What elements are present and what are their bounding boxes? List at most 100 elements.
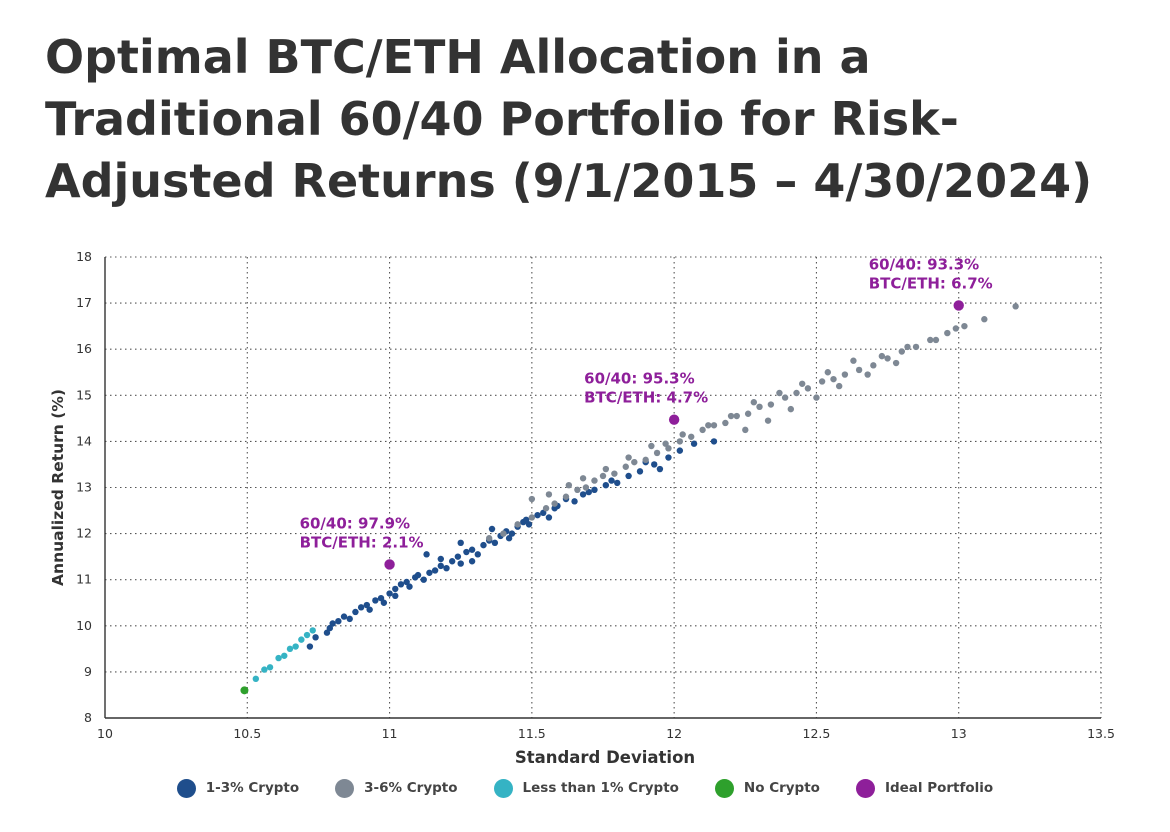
y-tick-label: 15 (76, 387, 92, 402)
3-6-crypto-point (898, 348, 905, 355)
y-axis-label: Annualized Return (%) (49, 389, 67, 586)
1-3-crypto-point (525, 521, 533, 528)
1-3-crypto-point (608, 477, 615, 484)
3-6-crypto-point (855, 366, 863, 374)
annotation-allocation: 60/40: 97.9% (300, 514, 411, 532)
3-6-crypto-point (485, 535, 493, 542)
chart-legend: 1-3% Crypto 3-6% Crypto Less than 1% Cry… (0, 770, 1170, 806)
x-tick-label: 10.5 (233, 726, 261, 741)
1-3-crypto-point (690, 440, 698, 447)
less-than-1-crypto-point (286, 645, 294, 653)
3-6-crypto-point (767, 401, 775, 408)
3-6-crypto-point (591, 477, 598, 484)
annotation-crypto-share: BTC/ETH: 4.7% (584, 389, 708, 407)
annotation-crypto-share: BTC/ETH: 6.7% (869, 274, 993, 292)
3-6-crypto-point (582, 484, 590, 491)
1-3-crypto-point (366, 606, 373, 613)
1-3-crypto-point (357, 604, 365, 611)
1-3-crypto-point (454, 553, 462, 560)
3-6-crypto-point (781, 394, 789, 401)
1-3-crypto-point (363, 601, 371, 609)
x-tick-label: 13.5 (1087, 726, 1115, 741)
no-crypto-point (240, 686, 249, 695)
1-3-crypto-point (403, 578, 410, 586)
1-3-crypto-point (431, 567, 439, 574)
1-3-crypto-point (508, 530, 516, 537)
x-tick-label: 11 (382, 726, 398, 741)
y-tick-label: 17 (76, 295, 92, 310)
3-6-crypto-point (1012, 303, 1019, 310)
1-3-crypto-point (386, 590, 393, 597)
1-3-crypto-point (468, 558, 476, 565)
1-3-crypto-point (335, 617, 342, 625)
3-6-crypto-point (799, 380, 806, 387)
1-3-crypto-point (406, 583, 413, 590)
3-6-crypto-point (514, 521, 521, 528)
1-3-crypto-point (306, 643, 314, 650)
3-6-crypto-point (574, 486, 581, 494)
1-3-crypto-point (420, 576, 427, 583)
3-6-crypto-point (830, 375, 837, 383)
3-6-crypto-point (878, 352, 886, 360)
1-3-crypto-point (414, 571, 422, 579)
y-tick-label: 16 (76, 341, 92, 356)
3-6-crypto-point (932, 336, 940, 344)
annotation-allocation: 60/40: 93.3% (869, 255, 980, 273)
1-3-crypto-point (346, 615, 353, 623)
1-3-crypto-point (457, 560, 464, 567)
y-tick-label: 9 (84, 664, 92, 679)
3-6-crypto-point (551, 500, 558, 507)
1-3-crypto-point (656, 465, 664, 473)
1-3-crypto-point (329, 620, 336, 627)
y-tick-label: 10 (76, 618, 92, 633)
legend-label-1-3-crypto: 1-3% Crypto (205, 780, 300, 796)
3-6-crypto-point (665, 445, 672, 452)
annotation-crypto-share: BTC/ETH: 2.1% (300, 533, 424, 551)
3-6-crypto-point (562, 493, 570, 500)
annotation-allocation: 60/40: 95.3% (584, 370, 695, 388)
3-6-crypto-point (733, 412, 740, 420)
3-6-crypto-point (961, 322, 968, 330)
3-6-crypto-point (870, 362, 877, 369)
1-3-crypto-point (397, 581, 405, 588)
x-axis-label: Standard Deviation (515, 748, 695, 767)
ideal-portfolio-point (384, 559, 395, 570)
3-6-crypto-point (793, 389, 800, 397)
ideal-portfolio-point (668, 414, 680, 425)
3-6-crypto-point (981, 316, 988, 323)
1-3-crypto-point (480, 541, 487, 549)
y-tick-label: 13 (76, 480, 92, 495)
3-6-crypto-point (927, 336, 934, 344)
3-6-crypto-point (579, 475, 587, 482)
3-6-crypto-point (622, 463, 629, 470)
3-6-crypto-point (631, 458, 638, 466)
3-6-crypto-point (727, 412, 735, 420)
legend-swatch-no-crypto (714, 778, 734, 798)
legend-swatch-3-6-crypto (335, 778, 355, 798)
3-6-crypto-point (699, 426, 706, 434)
y-tick-label: 12 (76, 526, 92, 541)
legend-item-1-3-crypto: 1-3% Crypto (176, 778, 300, 798)
legend-label-no-crypto: No Crypto (743, 780, 820, 796)
legend-label-ideal-portfolio: Ideal Portfolio (884, 780, 994, 796)
legend-swatch-less-than-1-crypto (493, 778, 513, 798)
3-6-crypto-point (710, 422, 718, 429)
3-6-crypto-point (722, 419, 729, 427)
1-3-crypto-point (585, 488, 592, 496)
1-3-crypto-point (491, 539, 499, 547)
y-tick-label: 14 (76, 433, 92, 448)
1-3-crypto-point (505, 535, 513, 542)
3-6-crypto-point (864, 371, 871, 378)
less-than-1-crypto-point (261, 666, 268, 673)
3-6-crypto-point (599, 472, 607, 480)
1-3-crypto-point (323, 629, 331, 636)
3-6-crypto-point (750, 399, 758, 406)
3-6-crypto-point (648, 442, 655, 450)
1-3-crypto-point (352, 608, 359, 616)
less-than-1-crypto-point (281, 652, 288, 659)
1-3-crypto-point (448, 558, 456, 565)
legend-label-3-6-crypto: 3-6% Crypto (364, 780, 458, 796)
3-6-crypto-point (500, 530, 507, 537)
y-tick-label: 8 (84, 710, 92, 725)
1-3-crypto-point (540, 509, 547, 517)
